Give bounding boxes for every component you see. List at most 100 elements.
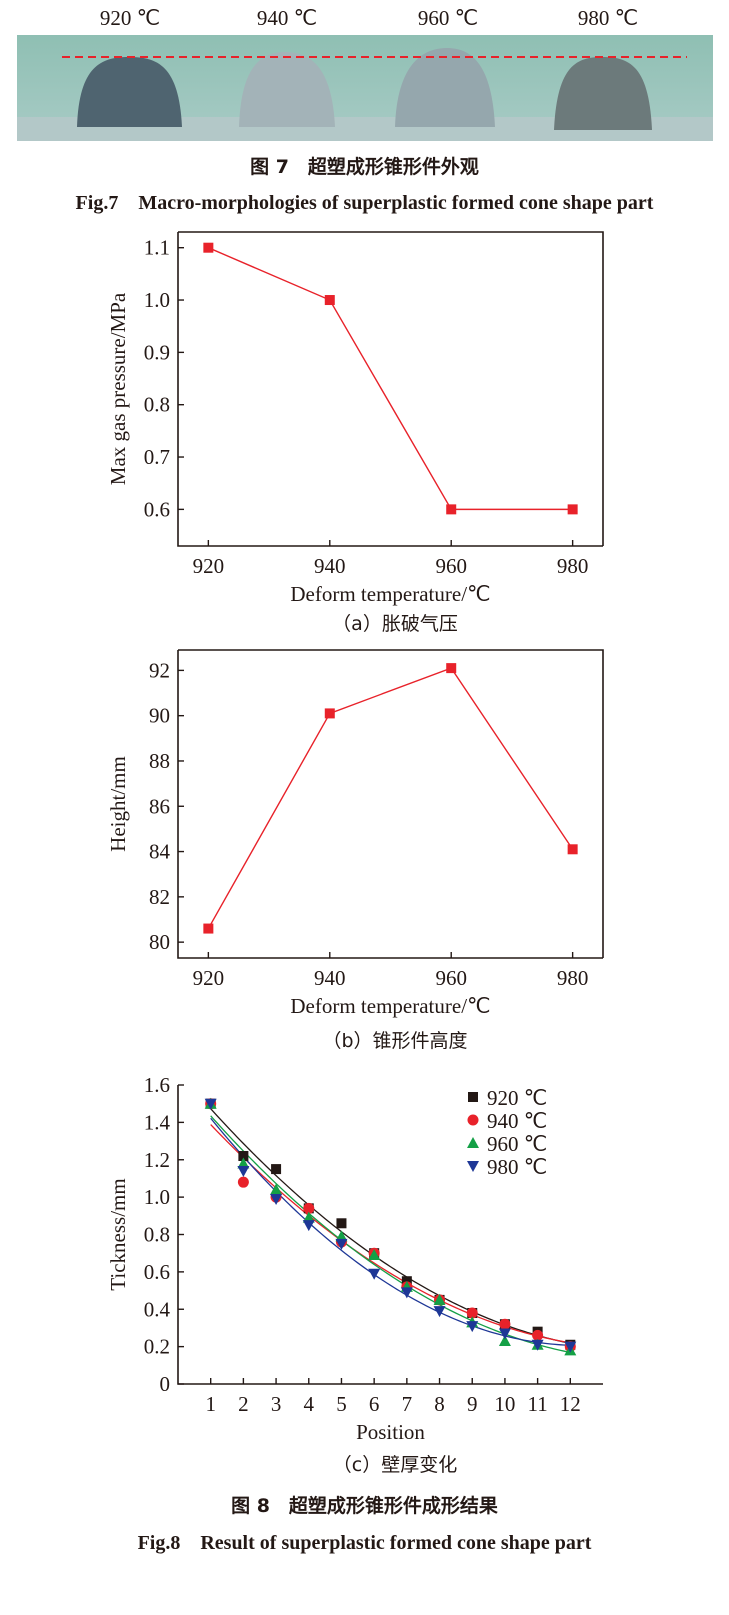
x-tick-label: 980 [557, 554, 589, 578]
point-s3-5 [368, 1268, 381, 1280]
trendline-1 [210, 1124, 571, 1344]
axes-frame [178, 649, 604, 958]
point-s2-1 [237, 1157, 250, 1169]
data-point-1 [324, 708, 335, 719]
point-s3-4 [335, 1238, 348, 1250]
point-s1-10 [532, 1329, 544, 1341]
point-s2-7 [433, 1293, 446, 1305]
point-s3-11 [564, 1341, 577, 1353]
series-line [207, 667, 574, 929]
trendline-2 [210, 1115, 571, 1354]
x-axis-label: Position [356, 1420, 425, 1444]
point-s3-0 [204, 1098, 217, 1110]
y-tick-label: 1.6 [144, 1073, 170, 1097]
x-tick-label: 8 [434, 1392, 445, 1416]
x-tick-label: 960 [435, 966, 467, 990]
y-tick-label: 84 [149, 840, 171, 864]
subcaption-b: （b）锥形件高度 [322, 1030, 468, 1052]
x-tick-label: 1 [205, 1392, 216, 1416]
y-tick-label: 1.0 [144, 1185, 170, 1209]
series-line [208, 247, 573, 511]
x-tick-label: 6 [369, 1392, 380, 1416]
y-tick-label: 1.0 [144, 288, 170, 312]
legend-label-2: 960 ℃ [487, 1132, 547, 1156]
y-axis-label: Height/mm [106, 756, 130, 852]
point-s3-7 [433, 1306, 446, 1318]
cone-parts-photo [17, 35, 713, 141]
trendline-3 [210, 1117, 571, 1346]
point-s2-5 [368, 1249, 381, 1261]
x-tick-label: 980 [557, 966, 589, 990]
y-tick-label: 80 [149, 930, 170, 954]
y-tick-label: 0.9 [144, 340, 170, 364]
legend-marker-1 [467, 1114, 479, 1126]
x-tick-label: 940 [314, 966, 346, 990]
point-s3-9 [498, 1328, 511, 1340]
point-s3-1 [237, 1165, 250, 1177]
y-axis-label: Max gas pressure/MPa [106, 292, 130, 485]
point-s0-1 [238, 1151, 249, 1162]
x-tick-label: 2 [238, 1392, 249, 1416]
x-axis-label: Deform temperature/℃ [290, 994, 490, 1018]
figure7-caption-en: Fig.7 Macro-morphologies of superplastic… [75, 192, 654, 214]
photo-label-940: 940 ℃ [256, 6, 318, 30]
point-s1-3 [303, 1202, 315, 1214]
y-tick-label: 1.1 [144, 236, 170, 260]
y-tick-label: 92 [149, 658, 170, 682]
x-tick-label: 7 [402, 1392, 413, 1416]
point-s2-4 [335, 1230, 348, 1242]
data-point-3 [567, 844, 578, 855]
legend-label-1: 940 ℃ [487, 1109, 547, 1133]
y-axis-label: Tickness/mm [106, 1178, 130, 1290]
y-tick-label: 0 [160, 1372, 171, 1396]
y-tick-label: 0.2 [144, 1335, 170, 1359]
x-tick-label: 9 [467, 1392, 478, 1416]
point-s1-1 [237, 1176, 249, 1188]
data-point-0 [203, 923, 214, 934]
x-tick-label: 920 [193, 554, 225, 578]
trendline-0 [210, 1108, 571, 1344]
point-s3-3 [302, 1220, 315, 1232]
axes [177, 650, 603, 959]
photo-label-920: 920 ℃ [99, 6, 161, 30]
legend-marker-0 [468, 1092, 478, 1102]
y-tick-label: 0.7 [144, 445, 170, 469]
point-s2-2 [270, 1183, 283, 1195]
point-s3-10 [531, 1339, 544, 1351]
y-tick-label: 90 [149, 704, 170, 728]
point-s2-9 [498, 1335, 511, 1347]
x-axis-label: Deform temperature/℃ [290, 582, 490, 606]
data-point-3 [567, 504, 578, 515]
y-tick-label: 0.6 [144, 1260, 170, 1284]
figure8-caption-en: Fig.8 Result of superplastic formed cone… [137, 1532, 592, 1554]
point-s3-8 [466, 1321, 479, 1333]
data-point-0 [203, 242, 214, 253]
x-tick-label: 5 [336, 1392, 347, 1416]
x-tick-label: 3 [271, 1392, 282, 1416]
x-tick-label: 12 [560, 1392, 581, 1416]
subcaption-a: （a）胀破气压 [332, 613, 458, 635]
y-tick-label: 0.6 [144, 497, 170, 521]
legend-label-0: 920 ℃ [487, 1086, 547, 1110]
point-s3-2 [270, 1193, 283, 1205]
chart-a: 920 940 960 980 0.6 0.7 0.8 0.9 1.0 1.1 Deform tem… [106, 231, 604, 606]
subcaption-c: （c）壁厚变化 [332, 1454, 458, 1476]
data-point-1 [324, 295, 335, 306]
y-tick-label: 86 [149, 794, 170, 818]
y-tick-label: 0.8 [144, 393, 170, 417]
point-s3-6 [400, 1287, 413, 1299]
y-tick-label: 82 [149, 885, 170, 909]
axes [177, 232, 603, 547]
figure8-caption-cn: 图 8 超塑成形锥形件成形结果 [231, 1495, 498, 1517]
legend-label-3: 980 ℃ [487, 1155, 547, 1179]
data-point-2 [446, 504, 457, 515]
point-s1-9 [499, 1318, 511, 1330]
legend-marker-2 [467, 1137, 479, 1148]
y-tick-label: 0.4 [144, 1297, 171, 1321]
y-tick-label: 1.2 [144, 1148, 170, 1172]
point-s0-4 [336, 1218, 347, 1229]
chart-c: 1 2 3 4 5 6 7 8 9 10 11 1200.20.40.60.81.01.21.41.6… [106, 1073, 603, 1444]
data-point-2 [446, 663, 457, 674]
x-tick-label: 960 [435, 554, 467, 578]
y-tick-label: 1.4 [144, 1110, 171, 1134]
